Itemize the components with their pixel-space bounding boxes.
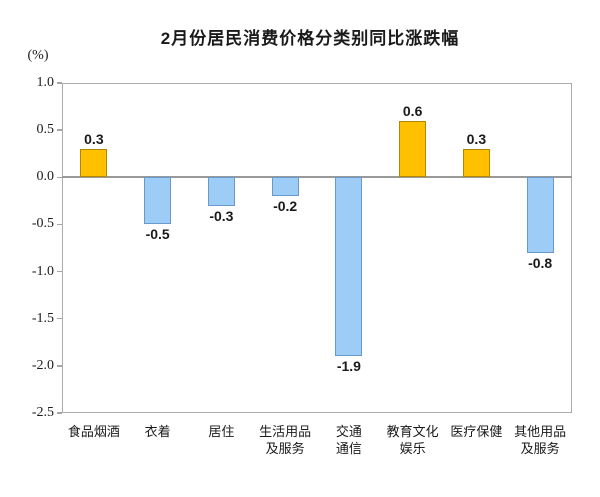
bar-value-clothing: -0.5 bbox=[145, 226, 170, 243]
bar-healthcare bbox=[462, 149, 490, 178]
bar-value-healthcare: 0.3 bbox=[466, 131, 487, 147]
bar-transport-communication bbox=[335, 177, 363, 357]
bar-daily-goods-services bbox=[271, 177, 299, 197]
bar-clothing bbox=[144, 177, 172, 225]
x-axis-label-healthcare: 医疗保健 bbox=[445, 423, 509, 440]
x-axis-label-line: 其他用品 bbox=[514, 424, 567, 439]
x-axis-label-line: 娱乐 bbox=[399, 441, 426, 456]
bar-value-transport-communication: -1.9 bbox=[336, 358, 361, 375]
y-axis-tick-label: -1.0 bbox=[31, 263, 54, 279]
y-axis-tick-label: 0.0 bbox=[36, 169, 55, 185]
x-axis-label-daily-goods-services: 生活用品 及服务 bbox=[253, 423, 317, 457]
x-axis-label-line: 生活用品 bbox=[259, 424, 312, 439]
y-axis-tick bbox=[57, 270, 62, 273]
y-axis-tick bbox=[57, 412, 62, 414]
bar-value-education-culture-entertainment: 0.6 bbox=[402, 102, 423, 119]
x-axis-label-line: 及服务 bbox=[520, 441, 560, 456]
x-axis-label-line: 及服务 bbox=[265, 441, 305, 456]
bar-value-other-goods-services: -0.8 bbox=[528, 254, 553, 271]
y-axis-tick-label: 0.5 bbox=[36, 122, 55, 138]
y-axis-tick-label: -2.0 bbox=[31, 357, 54, 373]
y-axis-tick-label: -1.5 bbox=[31, 310, 54, 326]
x-axis-label-line: 教育文化 bbox=[386, 424, 439, 439]
x-axis-label-line: 食品烟酒 bbox=[67, 424, 120, 439]
x-axis-label-other-goods-services: 其他用品 及服务 bbox=[508, 423, 572, 457]
bar-housing bbox=[207, 177, 235, 206]
bar-value-daily-goods-services: -0.2 bbox=[273, 198, 298, 215]
y-axis-tick bbox=[57, 129, 62, 131]
y-axis-tick bbox=[57, 82, 62, 84]
y-axis-tick bbox=[57, 365, 62, 367]
plot-area bbox=[62, 83, 572, 413]
x-axis-label-line: 医疗保健 bbox=[450, 424, 503, 439]
bar-education-culture-entertainment bbox=[399, 120, 427, 178]
zero-baseline bbox=[62, 176, 572, 179]
x-axis-label-line: 居住 bbox=[208, 424, 235, 439]
chart-title: 2月份居民消费价格分类别同比涨跌幅 bbox=[160, 29, 460, 48]
bar-other-goods-services bbox=[526, 177, 554, 253]
x-axis-label-line: 通信 bbox=[335, 441, 362, 456]
y-axis-tick-label: -2.5 bbox=[31, 405, 54, 420]
x-axis-label-education-culture-entertainment: 教育文化 娱乐 bbox=[381, 423, 445, 457]
x-axis-label-housing: 居住 bbox=[190, 423, 254, 440]
y-axis-tick-label: -0.5 bbox=[31, 216, 54, 232]
y-axis-unit-label: (%) bbox=[27, 48, 49, 63]
y-axis-tick-label: 1.0 bbox=[36, 75, 55, 90]
x-axis-label-line: 衣着 bbox=[144, 424, 171, 439]
x-axis-label-line: 交通 bbox=[335, 424, 362, 439]
x-axis-label-transport-communication: 交通 通信 bbox=[317, 423, 381, 457]
y-axis-tick bbox=[57, 176, 62, 179]
bar-value-housing: -0.3 bbox=[209, 207, 234, 224]
x-axis-label-clothing: 衣着 bbox=[126, 423, 190, 440]
y-axis-tick bbox=[57, 223, 62, 226]
bar-value-food-tobacco-alcohol: 0.3 bbox=[84, 131, 104, 147]
bar-food-tobacco-alcohol bbox=[80, 149, 108, 178]
y-axis-tick bbox=[57, 317, 62, 320]
x-axis-label-food-tobacco-alcohol: 食品烟酒 bbox=[62, 423, 126, 440]
